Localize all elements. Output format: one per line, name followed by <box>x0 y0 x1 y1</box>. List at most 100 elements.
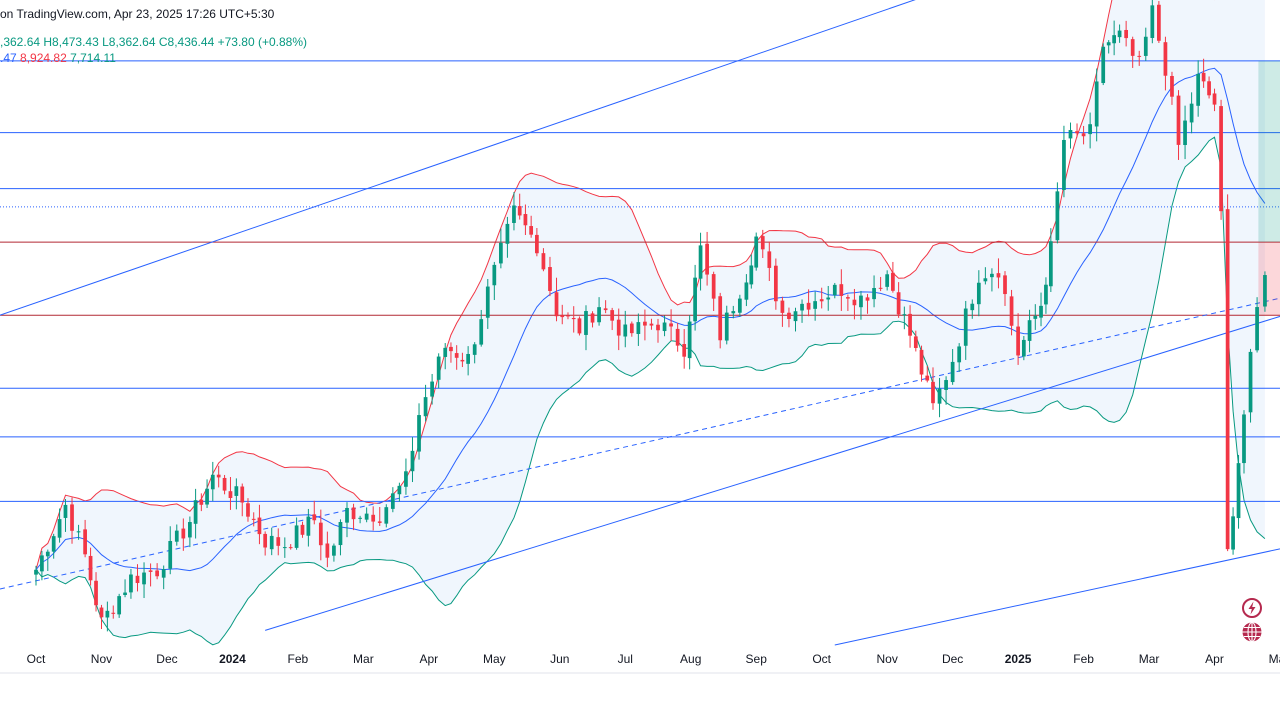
candle-body <box>610 310 615 321</box>
candle-body <box>276 537 281 546</box>
candle-body <box>597 307 601 323</box>
candle <box>957 343 962 372</box>
candle-body <box>492 264 497 286</box>
x-tick-label: Dec <box>156 652 177 666</box>
candle-body <box>117 596 122 615</box>
candle-body <box>990 273 994 278</box>
candle <box>371 506 376 531</box>
candle-body <box>718 296 723 341</box>
candle-body <box>793 311 798 322</box>
candle <box>410 437 415 483</box>
candle-body <box>263 533 268 548</box>
candle <box>1039 292 1043 327</box>
candle-body <box>957 346 962 363</box>
candle <box>705 231 709 286</box>
candle-body <box>1150 5 1155 38</box>
bb-upper-value: 8,924.82 <box>20 51 67 65</box>
x-tick-label: Feb <box>1073 652 1094 666</box>
candle-body <box>1263 275 1267 307</box>
candle <box>1225 194 1230 552</box>
candle <box>937 377 942 418</box>
candle-body <box>205 488 209 505</box>
ohlc-high: H8,473.43 <box>43 35 99 49</box>
candle-body <box>1124 29 1129 39</box>
candle-body <box>1236 463 1241 519</box>
candle <box>1130 36 1135 68</box>
candle-body <box>584 311 588 335</box>
ohlc-change: +73.80 (+0.88%) <box>217 35 307 49</box>
candle <box>976 270 981 317</box>
x-tick-label: Nov <box>91 652 112 666</box>
candle <box>318 509 323 561</box>
candle-body <box>181 528 186 539</box>
candle-body <box>246 503 250 517</box>
candle <box>1062 125 1066 198</box>
candle <box>963 300 968 360</box>
candle-body <box>168 540 173 569</box>
candle <box>990 268 994 292</box>
candle <box>188 516 192 548</box>
candle-body <box>749 265 754 285</box>
candle <box>443 343 448 370</box>
candle-body <box>288 547 293 549</box>
candle-body <box>70 504 74 531</box>
candle-body <box>63 504 68 518</box>
candle <box>454 345 459 370</box>
candle <box>839 269 844 311</box>
candle <box>571 306 576 333</box>
candle <box>51 533 56 559</box>
candle-body <box>523 214 528 226</box>
candle-body <box>937 388 942 404</box>
candle-body <box>682 344 687 357</box>
candle <box>636 313 641 346</box>
candle-body <box>744 282 749 300</box>
candle-body <box>1196 73 1201 106</box>
candle <box>913 330 918 352</box>
candle <box>523 204 528 236</box>
candle <box>269 527 274 556</box>
candle <box>105 601 110 632</box>
candle <box>859 290 863 320</box>
candle <box>744 274 749 307</box>
position-box <box>1258 60 1280 316</box>
candle <box>1137 50 1142 66</box>
candle-body <box>390 493 395 509</box>
x-tick-label: Sep <box>746 652 768 666</box>
candle <box>610 307 615 331</box>
candle <box>222 474 227 495</box>
candle-body <box>896 292 901 315</box>
candle <box>682 329 687 369</box>
candle-body <box>174 530 179 542</box>
candle-body <box>300 524 305 535</box>
candle <box>931 367 935 410</box>
candle-body <box>1176 95 1181 145</box>
candle-body <box>1039 305 1043 318</box>
candle-body <box>40 555 44 572</box>
lightning-icon[interactable] <box>1241 597 1263 619</box>
candle-body <box>240 486 245 503</box>
candle <box>603 300 608 314</box>
candle <box>566 312 570 320</box>
candle <box>312 500 317 525</box>
candle <box>1183 105 1187 160</box>
candle <box>1201 58 1206 88</box>
candle-body <box>1219 106 1223 212</box>
candle <box>1055 182 1060 244</box>
candle-body <box>548 267 552 291</box>
candle <box>1196 60 1201 117</box>
x-tick-label: Mar <box>1139 652 1160 666</box>
bollinger-legend: .47 8,924.82 7,714.11 <box>0 51 116 65</box>
trendline-0 <box>0 0 916 316</box>
candle <box>1176 90 1181 160</box>
candle <box>199 493 204 512</box>
candle <box>492 261 497 301</box>
globe-icon[interactable] <box>1241 621 1263 643</box>
candle <box>865 293 870 314</box>
candle-body <box>566 315 570 317</box>
candle <box>63 499 68 532</box>
candle-body <box>1044 284 1048 305</box>
candle-body <box>1009 296 1014 326</box>
candle <box>983 267 988 285</box>
candle-body <box>806 302 811 310</box>
